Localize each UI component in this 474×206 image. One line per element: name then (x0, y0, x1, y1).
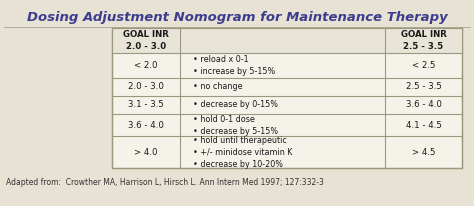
Text: • decrease by 0-15%: • decrease by 0-15% (192, 100, 278, 109)
Text: > 4.0: > 4.0 (134, 148, 158, 157)
Text: Adapted from:  Crowther MA, Harrison L, Hirsch L. Ann Intern Med 1997; 127:332-3: Adapted from: Crowther MA, Harrison L, H… (6, 178, 324, 187)
Text: GOAL INR
2.5 - 3.5: GOAL INR 2.5 - 3.5 (401, 30, 447, 51)
Text: 3.1 - 3.5: 3.1 - 3.5 (128, 100, 164, 109)
Text: • no change: • no change (192, 82, 242, 91)
Text: 2.0 - 3.0: 2.0 - 3.0 (128, 82, 164, 91)
Text: < 2.0: < 2.0 (134, 61, 158, 70)
Text: 3.6 - 4.0: 3.6 - 4.0 (406, 100, 441, 109)
Text: 4.1 - 4.5: 4.1 - 4.5 (406, 121, 441, 130)
Text: • reload x 0-1
• increase by 5-15%: • reload x 0-1 • increase by 5-15% (192, 55, 275, 76)
Text: < 2.5: < 2.5 (412, 61, 435, 70)
Bar (112, 28, 462, 168)
Bar (112, 28, 462, 53)
Text: • hold 0-1 dose
• decrease by 5-15%: • hold 0-1 dose • decrease by 5-15% (192, 115, 278, 136)
Text: 3.6 - 4.0: 3.6 - 4.0 (128, 121, 164, 130)
Text: • hold until therapeutic
• +/- minidose vitamin K
• decrease by 10-20%: • hold until therapeutic • +/- minidose … (192, 136, 292, 169)
Text: Dosing Adjustment Nomogram for Maintenance Therapy: Dosing Adjustment Nomogram for Maintenan… (27, 11, 447, 24)
Text: 2.5 - 3.5: 2.5 - 3.5 (406, 82, 441, 91)
Text: > 4.5: > 4.5 (412, 148, 435, 157)
Text: GOAL INR
2.0 - 3.0: GOAL INR 2.0 - 3.0 (123, 30, 169, 51)
